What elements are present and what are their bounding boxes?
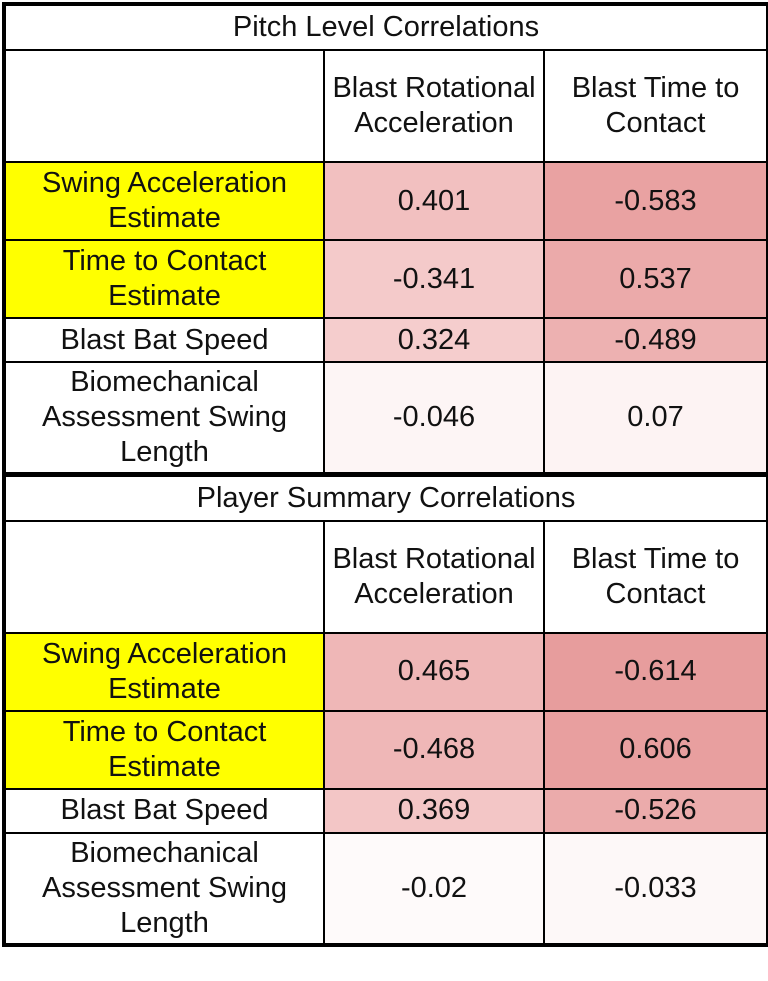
- column-header: Blast Time to Contact: [542, 519, 768, 634]
- column-header: Blast Rotational Acceleration: [323, 519, 545, 634]
- column-header: Blast Rotational Acceleration: [323, 49, 545, 163]
- column-header-row: Blast Rotational Acceleration Blast Time …: [3, 49, 768, 163]
- table-row: Swing Acceleration Estimate 0.465 -0.614: [3, 631, 768, 712]
- correlation-value-cell: -0.489: [542, 317, 768, 363]
- correlation-value-cell: -0.468: [323, 709, 545, 790]
- section-title-row: Pitch Level Correlations: [2, 3, 768, 51]
- correlation-value-cell: -0.033: [542, 831, 768, 946]
- table-row: Swing Acceleration Estimate 0.401 -0.583: [3, 161, 768, 241]
- correlation-value-cell: 0.537: [542, 239, 768, 319]
- correlation-value-cell: 0.606: [542, 709, 768, 790]
- column-header: Blast Time to Contact: [542, 49, 768, 163]
- correlation-value-cell: -0.341: [323, 239, 545, 319]
- table-row: Blast Bat Speed 0.369 -0.526: [3, 787, 768, 834]
- correlation-value-cell: -0.526: [542, 787, 768, 834]
- correlation-value-cell: -0.583: [542, 161, 768, 241]
- correlation-value-cell: -0.046: [323, 361, 545, 475]
- table-row: Biomechanical Assessment Swing Length -0.…: [3, 361, 768, 475]
- row-label: Swing Acceleration Estimate: [3, 631, 325, 712]
- correlation-value-cell: 0.401: [323, 161, 545, 241]
- correlation-value-cell: 0.07: [542, 361, 768, 475]
- header-corner-cell: [3, 519, 325, 634]
- table-row: Time to Contact Estimate -0.468 0.606: [3, 709, 768, 790]
- table-row: Time to Contact Estimate -0.341 0.537: [3, 239, 768, 319]
- correlation-value-cell: -0.614: [542, 631, 768, 712]
- row-label: Time to Contact Estimate: [3, 709, 325, 790]
- table-row: Blast Bat Speed 0.324 -0.489: [3, 317, 768, 363]
- section-title: Pitch Level Correlations: [2, 3, 768, 51]
- row-label: Biomechanical Assessment Swing Length: [3, 831, 325, 946]
- row-label: Blast Bat Speed: [3, 317, 325, 363]
- row-label: Biomechanical Assessment Swing Length: [3, 361, 325, 475]
- row-label: Swing Acceleration Estimate: [3, 161, 325, 241]
- row-label: Time to Contact Estimate: [3, 239, 325, 319]
- table-row: Biomechanical Assessment Swing Length -0.…: [3, 831, 768, 946]
- correlation-value-cell: 0.369: [323, 787, 545, 834]
- section-title-row: Player Summary Correlations: [2, 471, 768, 522]
- row-label: Blast Bat Speed: [3, 787, 325, 834]
- header-corner-cell: [3, 49, 325, 163]
- correlation-value-cell: -0.02: [323, 831, 545, 946]
- column-header-row: Blast Rotational Acceleration Blast Time …: [3, 519, 768, 634]
- table-body: Pitch Level Correlations Blast Rotational…: [2, 3, 768, 946]
- correlation-value-cell: 0.324: [323, 317, 545, 363]
- section-title: Player Summary Correlations: [2, 471, 768, 522]
- correlation-value-cell: 0.465: [323, 631, 545, 712]
- correlation-tables: Pitch Level Correlations Blast Rotational…: [2, 2, 768, 947]
- correlation-table: Pitch Level Correlations Blast Rotational…: [2, 2, 768, 947]
